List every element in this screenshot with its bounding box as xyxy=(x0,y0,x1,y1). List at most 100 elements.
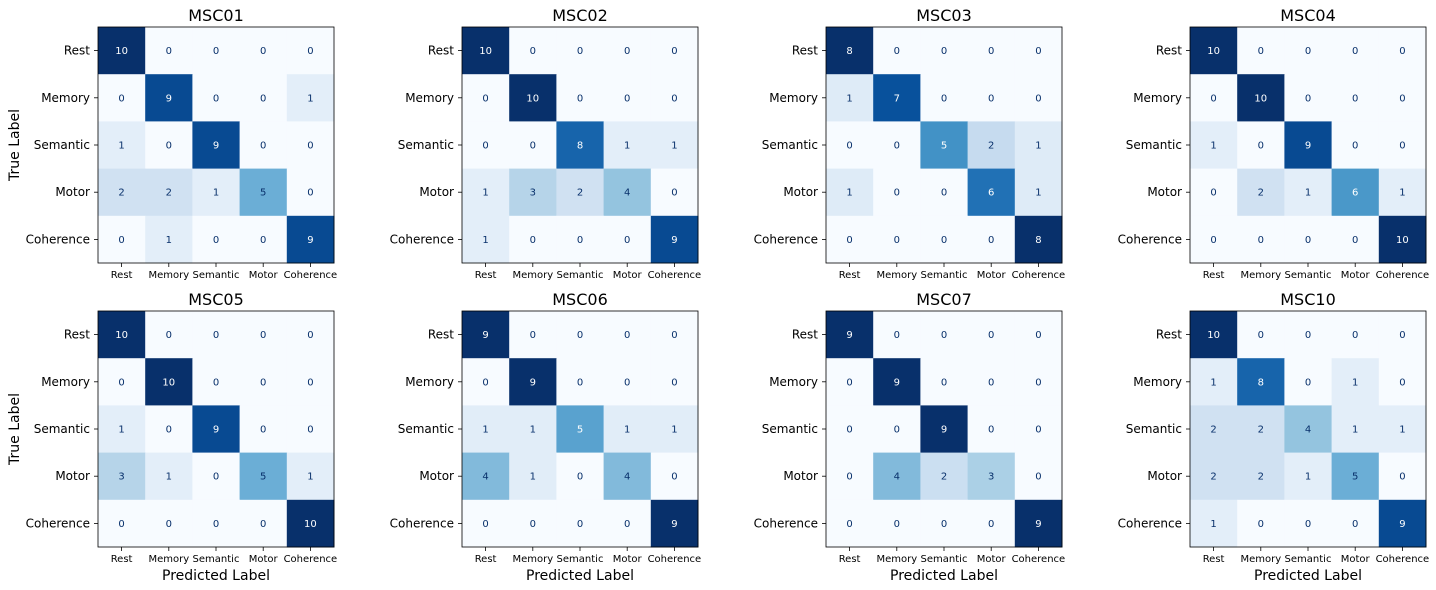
x-tick-label: Coherence xyxy=(1012,270,1066,281)
panel-title: MSC04 xyxy=(1280,6,1336,25)
ylabel-row-1: True Label xyxy=(7,109,23,182)
cell-value: 9 xyxy=(482,330,488,341)
cell-value: 2 xyxy=(941,472,947,483)
cell-value: 1 xyxy=(1210,377,1216,388)
cell-value: 8 xyxy=(1258,377,1264,388)
x-tick-label: Memory xyxy=(876,554,917,565)
x-tick-label: Motor xyxy=(613,554,643,565)
x-tick-label: Coherence xyxy=(648,270,702,281)
cell-value: 0 xyxy=(482,519,488,530)
cell-value: 2 xyxy=(1258,425,1264,436)
cell-value: 9 xyxy=(166,93,172,104)
cell-value: 0 xyxy=(1399,141,1405,152)
cell-rest-coherence xyxy=(286,27,335,75)
cell-value: 2 xyxy=(1210,425,1216,436)
cell-value: 0 xyxy=(213,377,219,388)
cell-coherence-semantic xyxy=(556,499,605,548)
cell-memory-rest xyxy=(98,74,146,122)
cell-rest-rest xyxy=(1190,27,1238,75)
cell-value: 0 xyxy=(1210,93,1216,104)
cell-value: 0 xyxy=(941,188,947,199)
cell-semantic-rest xyxy=(826,121,874,170)
cell-coherence-rest xyxy=(98,215,146,264)
cell-value: 0 xyxy=(1305,235,1311,246)
cell-semantic-semantic xyxy=(1284,405,1333,454)
cell-value: 0 xyxy=(941,235,947,246)
cell-rest-memory xyxy=(1237,27,1285,75)
cell-value: 0 xyxy=(988,46,994,57)
cell-value: 0 xyxy=(118,235,124,246)
cell-value: 2 xyxy=(118,188,124,199)
cell-rest-rest xyxy=(462,27,510,75)
cell-value: 0 xyxy=(988,377,994,388)
cell-value: 0 xyxy=(213,235,219,246)
cell-value: 0 xyxy=(1258,519,1264,530)
cell-value: 5 xyxy=(260,188,266,199)
cell-memory-motor xyxy=(967,358,1016,406)
cell-rest-semantic xyxy=(920,311,969,359)
cell-value: 1 xyxy=(213,188,219,199)
panel-title: MSC10 xyxy=(1280,290,1336,309)
cell-memory-semantic xyxy=(192,358,241,406)
cell-value: 10 xyxy=(526,93,539,104)
cell-semantic-rest xyxy=(98,405,146,454)
cell-semantic-memory xyxy=(145,121,193,170)
y-tick-label: Rest xyxy=(1156,44,1182,58)
panel-title: MSC05 xyxy=(188,290,244,309)
cell-value: 0 xyxy=(260,235,266,246)
cell-value: 9 xyxy=(307,235,313,246)
cell-value: 5 xyxy=(1352,472,1358,483)
cell-value: 9 xyxy=(1035,519,1041,530)
cell-value: 0 xyxy=(624,235,630,246)
cell-value: 0 xyxy=(260,330,266,341)
x-tick-label: Semantic xyxy=(921,554,968,565)
cell-coherence-semantic xyxy=(1284,215,1333,264)
cell-value: 9 xyxy=(894,377,900,388)
cell-value: 1 xyxy=(671,425,677,436)
cell-motor-memory xyxy=(509,452,557,501)
panel-title: MSC07 xyxy=(916,290,972,309)
cell-coherence-rest xyxy=(1190,215,1238,264)
cell-rest-coherence xyxy=(1014,27,1063,75)
cell-semantic-memory xyxy=(509,121,557,170)
cell-value: 1 xyxy=(1352,425,1358,436)
cell-coherence-motor xyxy=(967,499,1016,548)
x-tick-label: Memory xyxy=(512,554,553,565)
cell-value: 0 xyxy=(530,141,536,152)
cell-memory-semantic xyxy=(1284,358,1333,406)
cell-motor-rest xyxy=(98,168,146,217)
cell-rest-memory xyxy=(1237,311,1285,359)
cell-rest-motor xyxy=(239,311,288,359)
cell-value: 0 xyxy=(1352,235,1358,246)
cell-memory-semantic xyxy=(192,74,241,122)
cell-value: 1 xyxy=(530,472,536,483)
cell-value: 9 xyxy=(846,330,852,341)
y-tick-label: Rest xyxy=(1156,328,1182,342)
cell-value: 0 xyxy=(1352,141,1358,152)
cell-motor-motor xyxy=(1331,452,1380,501)
cell-rest-motor xyxy=(1331,27,1380,75)
cell-motor-memory xyxy=(1237,452,1285,501)
cell-memory-motor xyxy=(1331,74,1380,122)
cell-rest-rest xyxy=(462,311,510,359)
y-tick-label: Rest xyxy=(428,44,454,58)
cell-value: 0 xyxy=(213,93,219,104)
cell-motor-semantic xyxy=(556,168,605,217)
cell-motor-motor xyxy=(239,452,288,501)
cell-value: 0 xyxy=(1352,519,1358,530)
y-tick-label: Coherence xyxy=(26,516,90,530)
cell-motor-semantic xyxy=(1284,452,1333,501)
cell-rest-motor xyxy=(239,27,288,75)
cell-coherence-motor xyxy=(1331,499,1380,548)
cell-value: 0 xyxy=(894,188,900,199)
cell-motor-motor xyxy=(603,452,652,501)
cell-value: 8 xyxy=(1035,235,1041,246)
cell-value: 4 xyxy=(624,472,630,483)
cell-value: 8 xyxy=(577,141,583,152)
panel-title: MSC02 xyxy=(552,6,608,25)
cell-coherence-coherence xyxy=(1014,499,1063,548)
cell-rest-semantic xyxy=(192,311,241,359)
cell-value: 7 xyxy=(894,93,900,104)
cell-rest-semantic xyxy=(920,27,969,75)
cell-value: 0 xyxy=(213,519,219,530)
